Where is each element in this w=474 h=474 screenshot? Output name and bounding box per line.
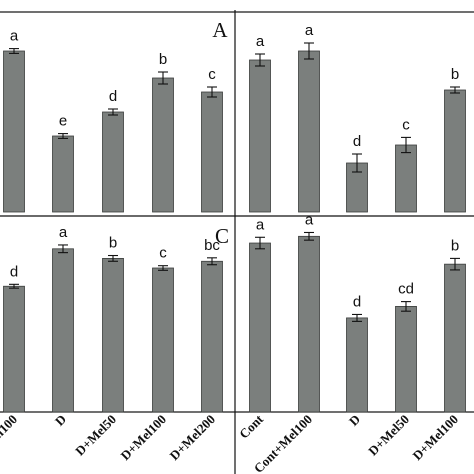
sig-letter-b-2: d	[353, 133, 361, 150]
tick-label-d-3: D+Mel50	[365, 412, 412, 459]
panel-frames	[0, 10, 474, 474]
bar-c-0	[3, 285, 25, 413]
error-bar-c-2	[108, 254, 118, 262]
error-bar-c-3	[158, 265, 168, 271]
panel-letter-a: A	[212, 18, 228, 42]
error-bar-a-3	[158, 71, 168, 85]
tick-label-d-0: Cont	[236, 411, 266, 441]
bar-b-4	[444, 89, 466, 213]
bar-a-3	[152, 77, 174, 213]
error-bar-b-1	[304, 42, 314, 60]
sig-letter-b-4: b	[451, 66, 459, 83]
tick-label-c-3: D+Mel100	[118, 412, 170, 464]
sig-letter-d-2: d	[353, 293, 361, 310]
bar-d-1	[298, 235, 320, 413]
sig-letter-a-3: b	[159, 51, 167, 68]
sig-letter-d-1: a	[305, 211, 314, 228]
error-bar-b-2	[352, 153, 362, 173]
sig-letter-a-2: d	[109, 88, 117, 105]
error-bar-c-1	[58, 244, 68, 254]
panel-letter-c: C	[215, 224, 229, 248]
bar-a-2	[102, 111, 124, 213]
error-bar-b-0	[255, 53, 265, 67]
sig-letter-b-1: a	[305, 22, 314, 39]
error-bar-d-3	[401, 301, 411, 312]
sig-letter-d-0: a	[256, 216, 265, 233]
error-bar-b-4	[450, 86, 460, 94]
bar-a-4	[201, 91, 223, 213]
error-bar-a-4	[207, 86, 217, 98]
error-bar-c-4	[207, 257, 217, 266]
error-bar-c-0	[9, 283, 19, 289]
error-bar-d-0	[255, 236, 265, 250]
error-bar-d-1	[304, 231, 314, 241]
bar-b-1	[298, 50, 320, 213]
bar-c-2	[102, 257, 124, 413]
error-bar-d-2	[352, 313, 362, 322]
tick-label-c-0: Cont+Mel100	[0, 412, 20, 474]
outer-frame	[0, 11, 474, 413]
error-bar-b-3	[401, 136, 411, 154]
tick-label-c-4: D+Mel200	[167, 412, 219, 464]
sig-letter-c-3: c	[159, 245, 167, 262]
sig-letter-d-4: b	[451, 237, 459, 254]
sig-letter-b-0: a	[256, 33, 265, 50]
bar-b-0	[249, 59, 271, 213]
sig-letter-c-2: b	[109, 235, 117, 252]
sig-letter-a-4: c	[208, 66, 216, 83]
bar-a-1	[52, 135, 74, 213]
sig-letter-d-3: cd	[398, 281, 414, 298]
tick-label-c-2: D+Mel50	[72, 412, 119, 459]
error-bar-a-1	[58, 133, 68, 139]
error-bar-a-0	[9, 48, 19, 54]
error-bar-d-4	[450, 257, 460, 271]
tick-label-c-1: D	[52, 412, 69, 429]
sig-letter-c-4: bc	[204, 237, 220, 254]
bar-d-0	[249, 242, 271, 413]
bar-a-0	[3, 50, 25, 213]
bar-d-4	[444, 263, 466, 413]
sig-letter-a-0: a	[10, 28, 19, 45]
tick-label-d-2: D	[346, 412, 363, 429]
sig-letter-a-1: e	[59, 113, 67, 130]
error-bar-a-2	[108, 108, 118, 116]
sig-letter-c-1: a	[59, 224, 68, 241]
sig-letter-c-0: d	[10, 263, 18, 280]
sig-letter-b-3: c	[402, 116, 410, 133]
bar-c-3	[152, 267, 174, 413]
bar-b-3	[395, 144, 417, 213]
bar-c-1	[52, 248, 74, 413]
bar-d-2	[346, 317, 368, 413]
bar-c-4	[201, 260, 223, 413]
tick-label-d-4: D+Mel100	[410, 412, 462, 464]
bars-layer	[3, 42, 466, 413]
bar-d-3	[395, 305, 417, 413]
